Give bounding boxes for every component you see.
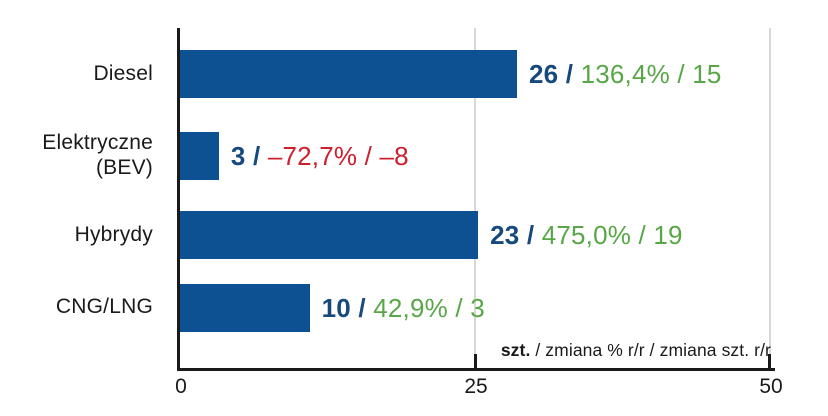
category-label-hybrydy: Hybrydy <box>0 222 153 247</box>
bar-change: –72,7% / –8 <box>267 140 409 171</box>
value-label: 3 / –72,7% / –8 <box>231 141 409 172</box>
value-label: 23 / 475,0% / 19 <box>490 220 683 251</box>
bar-value: 26 / <box>528 58 574 89</box>
bar-value: 23 / <box>490 219 535 250</box>
x-axis-line <box>177 368 775 371</box>
category-label-text-line2: (BEV) <box>95 156 153 179</box>
footnote-legend: szt. / zmiana % r/r / zmiana szt. r/r <box>501 340 771 361</box>
category-label-text: Elektryczne <box>42 131 153 154</box>
bar-value: 10 / <box>321 292 366 323</box>
bar-change: 136,4% / 15 <box>580 58 722 89</box>
x-tick-label-25: 25 <box>464 375 488 398</box>
bar-diesel <box>180 50 517 98</box>
category-label-cng-lng: CNG/LNG <box>0 294 153 319</box>
footnote-rest: / zmiana % r/r / zmiana szt. r/r <box>530 340 771 360</box>
bar-hybrydy <box>180 211 479 259</box>
category-label-diesel: Diesel <box>0 61 153 86</box>
gridline-50 <box>769 28 771 368</box>
category-label-bev: Elektryczne (BEV) <box>0 130 153 180</box>
bar-row-cng-lng: 10 / 42,9% / 3 <box>180 284 828 332</box>
bar-cng-lng <box>180 284 310 332</box>
bar-change: 42,9% / 3 <box>373 292 485 323</box>
y-axis-line <box>177 28 180 371</box>
bar-row-bev: 3 / –72,7% / –8 <box>180 132 828 180</box>
footnote-units: szt. <box>500 340 531 360</box>
bar-row-diesel: 26 / 136,4% / 15 <box>180 50 828 98</box>
axis-tick-50 <box>768 354 771 368</box>
category-label-text: Diesel <box>93 62 153 85</box>
bar-bev <box>180 132 219 180</box>
plot-area: 26 / 136,4% / 15 3 / –72,7% / –8 23 / 47… <box>177 28 775 371</box>
gridline-25 <box>474 28 476 368</box>
x-tick-label-50: 50 <box>759 375 783 398</box>
x-tick-label-0: 0 <box>175 375 187 398</box>
value-label: 26 / 136,4% / 15 <box>529 59 722 90</box>
category-label-text: Hybrydy <box>74 223 153 246</box>
bar-row-hybrydy: 23 / 475,0% / 19 <box>180 211 828 259</box>
category-label-text: CNG/LNG <box>55 295 153 318</box>
bar-value: 3 / <box>230 140 261 171</box>
value-label: 10 / 42,9% / 3 <box>322 293 485 324</box>
axis-tick-25 <box>474 354 477 368</box>
bar-change: 475,0% / 19 <box>541 219 683 250</box>
